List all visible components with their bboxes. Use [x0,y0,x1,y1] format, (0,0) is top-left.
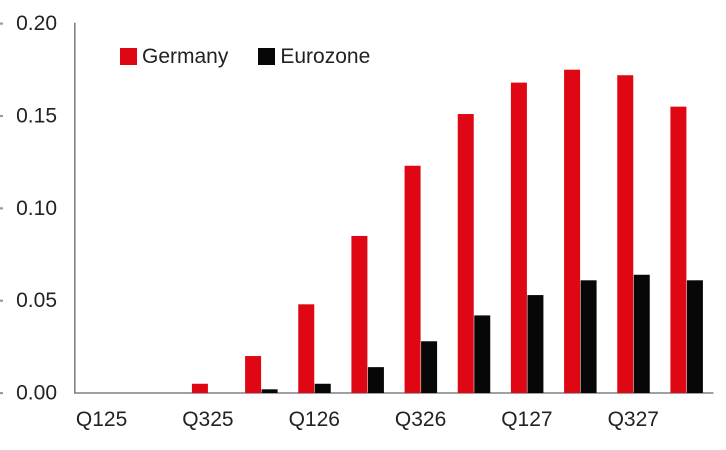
bar-germany-q327 [617,75,634,393]
x-tick-label: Q326 [395,408,446,431]
bar-eurozone-q226 [367,367,384,393]
bar-germany-q427 [670,106,687,393]
bar-germany-q126 [298,304,315,393]
bar-germany-q426 [457,114,474,393]
eurozone-legend-label: Eurozone [280,45,371,68]
x-tick-label: Q327 [608,408,659,431]
y-axis-tick-mark [0,22,3,25]
y-tick-label: 0.20 [16,12,57,35]
bar-eurozone-q127 [527,295,544,393]
bar-eurozone-q326 [421,341,438,393]
x-tick-label: Q127 [501,408,552,431]
bar-eurozone-q126 [314,383,331,393]
bar-germany-q325 [191,383,208,393]
bar-germany-q127 [510,82,527,394]
bar-germany-q326 [404,165,421,393]
bar-eurozone-q227 [580,280,597,393]
y-axis-tick-mark [0,207,3,210]
y-axis-tick-mark [0,114,3,118]
bar-eurozone-q427 [686,280,703,393]
germany-legend-swatch-icon [120,48,137,65]
bar-germany-q227 [564,69,581,393]
legend-item-eurozone: Eurozone [258,46,370,67]
eurozone-legend-swatch-icon [258,48,276,65]
bar-germany-q425 [245,356,262,393]
x-tick-label: Q125 [76,408,127,431]
y-tick-label: 0.15 [16,104,57,127]
y-axis-tick-mark [0,299,3,302]
y-tick-label: 0.05 [16,289,57,312]
bar-eurozone-q425 [261,389,278,393]
bar-eurozone-q426 [474,315,491,393]
legend-item-germany: Germany [120,46,228,67]
bar-germany-q226 [351,235,368,393]
y-tick-label: 0.10 [16,197,57,220]
bar-eurozone-q327 [633,274,650,393]
y-axis-tick-mark [0,392,3,395]
y-tick-label: 0.00 [16,382,57,405]
x-tick-label: Q126 [289,408,340,431]
legend: Germany Eurozone [120,46,370,67]
x-tick-label: Q325 [182,408,233,431]
germany-legend-label: Germany [142,45,229,68]
